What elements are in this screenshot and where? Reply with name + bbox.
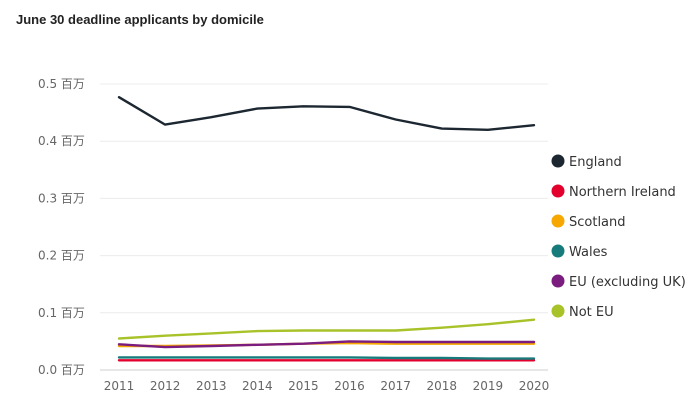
legend-label: Wales: [569, 245, 608, 260]
legend-marker: [551, 274, 565, 288]
legend-item[interactable]: Not EU: [551, 304, 614, 321]
legend: England Northern Ireland Scotland Wales EU (…: [551, 154, 686, 321]
x-tick-label: 2012: [150, 379, 181, 393]
x-tick-label: 2018: [427, 379, 458, 393]
x-tick-label: 2013: [196, 379, 227, 393]
legend-marker: [551, 244, 565, 258]
x-tick-label: 2011: [104, 379, 135, 393]
legend-marker: [551, 154, 565, 168]
legend-item[interactable]: Scotland: [551, 214, 626, 231]
y-tick-label: 0.2 百万: [38, 249, 85, 263]
x-tick-label: 2014: [242, 379, 273, 393]
series-line-wales: [117, 356, 536, 360]
legend-label: Not EU: [569, 305, 614, 320]
legend-item[interactable]: Wales: [551, 244, 608, 261]
x-tick-label: 2017: [380, 379, 411, 393]
y-tick-label: 0.4 百万: [38, 134, 85, 148]
legend-item[interactable]: EU (excluding UK): [551, 274, 686, 291]
series-line-eu-excluding-uk: [117, 340, 536, 349]
series-lines: [117, 95, 536, 362]
legend-label: EU (excluding UK): [569, 275, 686, 290]
y-tick-label: 0.3 百万: [38, 191, 85, 205]
y-tick-label: 0.0 百万: [38, 363, 85, 377]
x-tick-label: 2020: [519, 379, 550, 393]
y-tick-label: 0.1 百万: [38, 306, 85, 320]
y-axis-ticks: 0.0 百万 0.1 百万 0.2 百万 0.3 百万 0.4 百万 0.5 百万: [38, 77, 85, 377]
y-tick-label: 0.5 百万: [38, 77, 85, 91]
legend-label: Northern Ireland: [569, 185, 676, 200]
series-line-england: [117, 95, 536, 132]
legend-marker: [551, 214, 565, 228]
legend-label: England: [569, 155, 622, 170]
legend-label: Scotland: [569, 215, 626, 230]
legend-marker: [551, 184, 565, 198]
legend-marker: [551, 304, 565, 318]
x-axis-ticks: 2011 2012 2013 2014 2015 2016 2017 2018 2019 2020: [104, 379, 550, 393]
series-line-not-eu: [117, 318, 536, 340]
gridlines: [100, 83, 548, 371]
x-tick-label: 2019: [473, 379, 504, 393]
legend-item[interactable]: Northern Ireland: [551, 184, 676, 201]
chart-title: June 30 deadline applicants by domicile: [16, 12, 264, 27]
x-tick-label: 2015: [288, 379, 319, 393]
legend-item[interactable]: England: [551, 154, 622, 171]
x-tick-label: 2016: [334, 379, 365, 393]
